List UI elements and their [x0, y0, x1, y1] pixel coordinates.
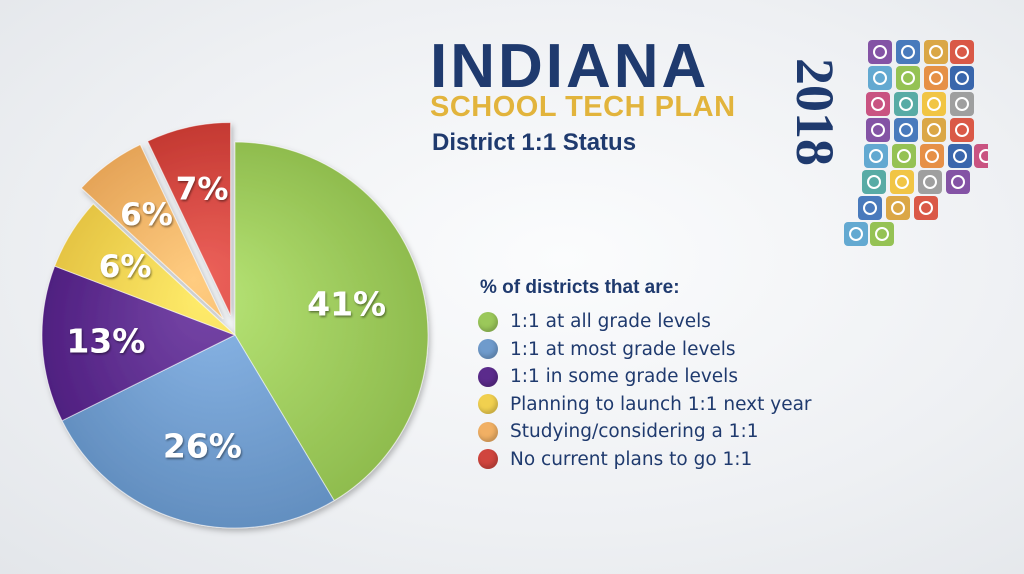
legend-label: 1:1 at most grade levels: [510, 338, 736, 360]
calendar-icon: [950, 92, 974, 116]
recycle-icon: [862, 170, 886, 194]
pie-value-labels: 41%26%13%6%6%7%: [66, 171, 386, 465]
chart-title: District 1:1 Status: [432, 129, 637, 156]
legend-title: % of districts that are:: [480, 277, 680, 298]
legend-item-1-1-at-all-grade-levels: 1:1 at all grade levels: [478, 308, 812, 336]
pie-value-label-1-1-at-most-grade-levels: 26%: [163, 427, 242, 466]
pie-value-label-planning-to-launch-1-1-next-year: 6%: [99, 249, 152, 285]
legend-swatch: [478, 339, 498, 360]
legend-label: No current plans to go 1:1: [510, 448, 753, 470]
link-icon: [866, 92, 890, 116]
pie-slices: [41, 121, 429, 529]
pie-slice-planning-to-launch-1-1-next-year: [54, 203, 236, 336]
year-label: 2018: [785, 58, 845, 166]
tablet-icon: [948, 144, 972, 168]
legend-swatch: [478, 421, 498, 442]
legend-item-1-1-at-most-grade-levels: 1:1 at most grade levels: [478, 336, 812, 364]
camera-icon: [896, 66, 920, 90]
page-subtitle: SCHOOL TECH PLAN: [430, 91, 736, 123]
pie-slice-1-1-at-all-grade-levels: [234, 141, 429, 502]
play-icon: [894, 92, 918, 116]
laptop-icon: [866, 118, 890, 142]
legend-swatch: [478, 311, 498, 332]
legend-item-planning-to-launch-1-1-next-year: Planning to launch 1:1 next year: [478, 391, 812, 419]
map-pin-icon: [914, 196, 938, 220]
users-icon: [864, 144, 888, 168]
pie-value-label-1-1-at-all-grade-levels: 41%: [307, 285, 386, 324]
mail-icon: [950, 66, 974, 90]
pie-slice-no-current-plans-to-go-1-1: [146, 121, 232, 316]
cloud-icon: [858, 196, 882, 220]
legend-label: Planning to launch 1:1 next year: [510, 393, 812, 415]
legend-label: 1:1 in some grade levels: [510, 366, 738, 388]
pie-slice-1-1-at-most-grade-levels: [61, 334, 335, 529]
legend: % of districts that are: 1:1 at all grad…: [478, 277, 812, 473]
chat-icon: [974, 144, 988, 168]
bulb-icon: [946, 170, 970, 194]
percent-icon: [950, 118, 974, 142]
cloud-icon: [896, 40, 920, 64]
eye-icon: [894, 118, 918, 142]
bulb-icon: [868, 40, 892, 64]
globe-icon: [844, 222, 868, 246]
map-pin-icon: [950, 40, 974, 64]
tech-icons-logo: [844, 40, 988, 246]
page-title: INDIANA: [430, 32, 710, 101]
legend-items: 1:1 at all grade levels 1:1 at most grade…: [478, 308, 812, 473]
network-icon: [918, 170, 942, 194]
pie-slice-studying-considering-a-1-1: [80, 143, 224, 320]
globe-icon: [868, 66, 892, 90]
camera-icon: [870, 222, 894, 246]
pie-slice-1-1-in-some-grade-levels: [41, 265, 237, 422]
legend-swatch: [478, 366, 498, 387]
legend-label: Studying/considering a 1:1: [510, 421, 759, 443]
bar-chart-icon: [890, 170, 914, 194]
legend-swatch: [478, 449, 498, 470]
legend-item-1-1-in-some-grade-levels: 1:1 in some grade levels: [478, 363, 812, 391]
legend-item-studying-considering-a-1-1: Studying/considering a 1:1: [478, 418, 812, 446]
wifi-icon: [920, 144, 944, 168]
pie-value-label-no-current-plans-to-go-1-1: 7%: [176, 171, 229, 207]
lock-icon: [886, 196, 910, 220]
lock-icon: [924, 40, 948, 64]
pie-value-label-studying-considering-a-1-1: 6%: [120, 197, 173, 233]
pie-value-label-1-1-in-some-grade-levels: 13%: [66, 322, 145, 361]
legend-item-no-current-plans-to-go-1-1: No current plans to go 1:1: [478, 446, 812, 474]
legend-swatch: [478, 394, 498, 415]
gear-icon: [892, 144, 916, 168]
legend-label: 1:1 at all grade levels: [510, 311, 711, 333]
dollar-icon: [922, 92, 946, 116]
pencil-icon: [922, 118, 946, 142]
rss-icon: [924, 66, 948, 90]
